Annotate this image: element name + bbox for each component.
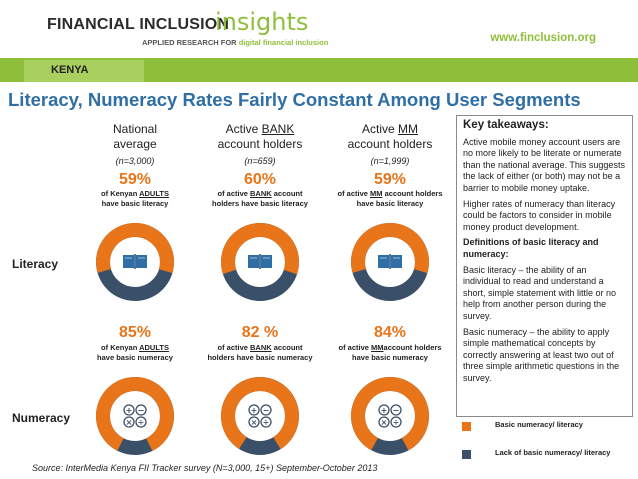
column-header-line2: average xyxy=(113,137,157,151)
takeaway-paragraph: Higher rates of numeracy than literacy c… xyxy=(463,198,616,232)
svg-text:×: × xyxy=(251,418,258,427)
donut-numeracy-bank: + − × ÷ xyxy=(220,376,300,456)
svg-text:−: − xyxy=(393,406,400,415)
logo-main-text: FINANCIAL INCLUSION xyxy=(47,16,230,33)
legend-item-basic: Basic numeracy/ literacy xyxy=(462,420,632,444)
takeaway-paragraph: Active mobile money account users are no… xyxy=(463,136,625,193)
definition-numeracy: Basic numeracy – the ability to apply si… xyxy=(463,326,620,383)
donut-literacy-bank xyxy=(220,222,300,302)
definitions-heading: Definitions of basic literacy and numera… xyxy=(463,237,599,259)
column-sample-size: (n=1,999) xyxy=(370,156,410,166)
donut-svg: + −× ÷ xyxy=(351,377,429,455)
column-header-line1: Active MM xyxy=(330,122,450,137)
column-header-line1: Active BANK xyxy=(200,122,320,137)
donut-slice-basic xyxy=(96,377,174,455)
numeracy-caption-national: of Kenyan ADULTS have basic numeracy xyxy=(97,343,173,362)
legend-label: Lack of basic numeracy/ literacy xyxy=(495,448,611,457)
column-header-prefix: Active xyxy=(361,122,398,136)
donut-svg xyxy=(221,223,299,301)
donut-slice-basic xyxy=(96,223,174,301)
column-header-mm: Active MM account holders (n=1,999) xyxy=(330,122,450,169)
donut-numeracy-mm: + − × ÷ xyxy=(350,376,430,456)
book-icon xyxy=(248,254,272,269)
logo-insights-text: insights xyxy=(215,8,309,36)
literacy-caption-national: of Kenyan ADULTS have basic literacy xyxy=(101,189,169,208)
donut-svg xyxy=(351,223,429,301)
numeracy-caption-mm: of active MMaccount holders have basic n… xyxy=(338,343,442,362)
column-header-line1: National xyxy=(112,122,158,136)
header: FINANCIAL INCLUSION insights APPLIED RES… xyxy=(0,0,638,58)
literacy-pct-mm: 59% xyxy=(373,171,407,188)
svg-text:÷: ÷ xyxy=(393,418,400,427)
column-header-line2: account holders xyxy=(217,137,303,151)
page-title: Literacy, Numeracy Rates Fairly Constant… xyxy=(8,89,581,110)
svg-text:+: + xyxy=(126,406,133,415)
donut-svg: + −× ÷ xyxy=(221,377,299,455)
column-header-prefix: Active xyxy=(225,122,262,136)
column-sample-size: (n=3,000) xyxy=(115,156,155,166)
literacy-caption-bank: of active BANK account holders have basi… xyxy=(212,189,308,208)
legend: Basic numeracy/ literacy Lack of basic n… xyxy=(462,420,632,476)
logo-sub-highlight: digital financial inclusion xyxy=(238,38,329,47)
calculator-icon: + −× ÷ xyxy=(123,404,147,428)
legend-label: Basic numeracy/ literacy xyxy=(495,420,583,429)
numeracy-pct-mm: 84% xyxy=(373,324,407,341)
column-sample-size: (n=659) xyxy=(244,156,276,166)
svg-text:+: + xyxy=(381,406,388,415)
literacy-pct-bank: 60% xyxy=(243,171,277,188)
row-label-literacy: Literacy xyxy=(12,257,59,271)
calculator-icon: + −× ÷ xyxy=(248,404,272,428)
column-header-national: National average (n=3,000) xyxy=(85,122,185,169)
donut-slice-basic xyxy=(351,223,429,301)
logo-subtitle: APPLIED RESEARCH FOR digital financial i… xyxy=(142,38,328,47)
donut-literacy-mm xyxy=(350,222,430,302)
takeaways-heading: Key takeaways: xyxy=(463,119,549,131)
donut-numeracy-national: + − × ÷ xyxy=(95,376,175,456)
column-header-underlined: MM xyxy=(398,122,418,136)
legend-swatch-slate xyxy=(462,450,471,459)
numeracy-pct-bank: 82 % xyxy=(241,324,279,341)
svg-text:+: + xyxy=(251,406,258,415)
row-label-numeracy: Numeracy xyxy=(12,411,71,425)
country-tab: KENYA xyxy=(24,60,144,82)
svg-text:−: − xyxy=(138,406,145,415)
donut-svg: + −× ÷ xyxy=(96,377,174,455)
donut-literacy-national xyxy=(95,222,175,302)
svg-text:÷: ÷ xyxy=(263,418,270,427)
site-url-link[interactable]: www.finclusion.org xyxy=(490,32,596,44)
logo-sub-prefix: APPLIED RESEARCH FOR xyxy=(142,38,237,47)
column-header-bank: Active BANK account holders (n=659) xyxy=(200,122,320,169)
literacy-caption-mm: of active MM account holders have basic … xyxy=(337,189,443,208)
key-takeaways-box: Key takeaways: Active mobile money accou… xyxy=(456,115,633,417)
source-note: Source: InterMedia Kenya FII Tracker sur… xyxy=(32,463,378,473)
literacy-pct-national: 59% xyxy=(118,171,152,188)
svg-text:−: − xyxy=(263,406,270,415)
calculator-icon: + −× ÷ xyxy=(378,404,402,428)
column-header-underlined: BANK xyxy=(261,122,295,136)
country-label: KENYA xyxy=(51,64,89,76)
book-icon xyxy=(123,254,147,269)
numeracy-caption-bank: of active BANK account holders have basi… xyxy=(207,343,313,362)
donut-svg xyxy=(96,223,174,301)
book-icon xyxy=(378,254,402,269)
legend-item-lack: Lack of basic numeracy/ literacy xyxy=(462,448,632,472)
definition-literacy: Basic literacy – the ability of an indiv… xyxy=(463,264,617,321)
column-header-line2: account holders xyxy=(347,137,433,151)
svg-text:÷: ÷ xyxy=(138,418,145,427)
legend-swatch-orange xyxy=(462,422,471,431)
numeracy-pct-national: 85% xyxy=(118,324,152,341)
svg-text:×: × xyxy=(126,418,133,427)
svg-text:×: × xyxy=(381,418,388,427)
